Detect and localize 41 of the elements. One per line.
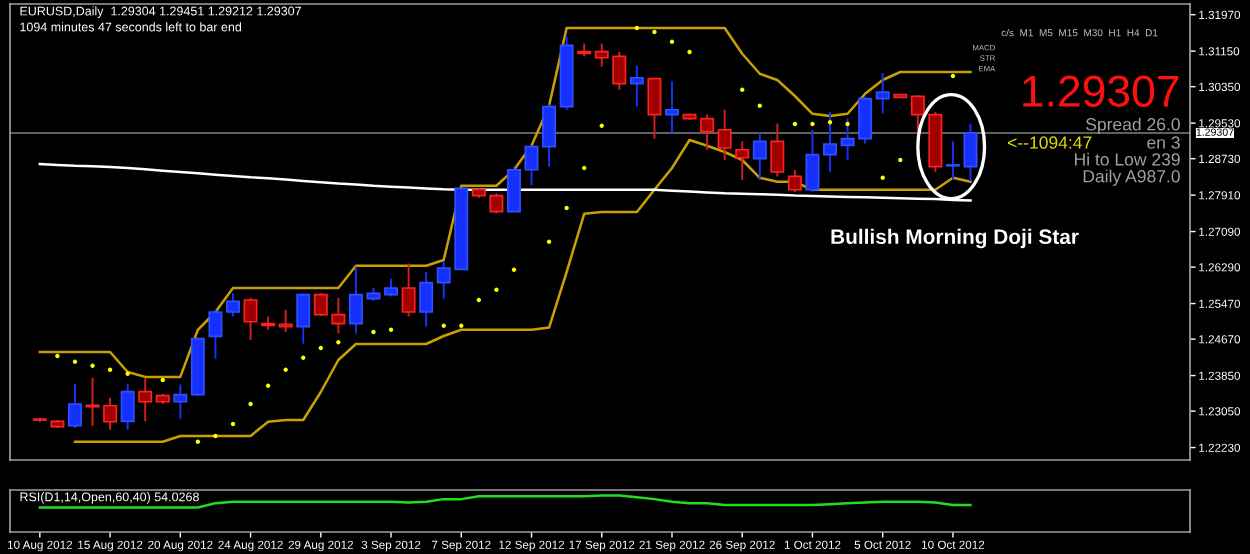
text: Hi to Low 239 xyxy=(1074,152,1180,166)
candlestick xyxy=(278,308,293,333)
candlestick xyxy=(875,72,890,115)
text: <--1094:47 xyxy=(1007,136,1092,149)
candlestick xyxy=(208,308,223,360)
text: 1.29307 xyxy=(1023,75,1179,107)
text: Spread 26.0 xyxy=(1086,117,1180,134)
candlestick xyxy=(138,376,153,423)
candlestick xyxy=(173,383,188,420)
candlestick xyxy=(243,296,258,341)
candlestick xyxy=(419,271,434,328)
candlestick xyxy=(823,111,838,173)
point xyxy=(950,73,956,79)
candlestick xyxy=(226,292,240,318)
point xyxy=(634,25,640,31)
candlestick xyxy=(787,168,802,193)
candlestick xyxy=(805,128,820,193)
candlestick xyxy=(67,383,82,429)
annotation: Bullish Morning Doji Star xyxy=(831,228,1079,249)
candlestick xyxy=(629,64,644,108)
point xyxy=(230,421,236,427)
candlestick xyxy=(910,94,925,135)
candlestick xyxy=(348,265,363,335)
candlestick xyxy=(647,76,662,140)
point xyxy=(476,297,482,303)
candlestick xyxy=(401,262,416,318)
text: Daily A987.0 xyxy=(1083,169,1180,186)
candlestick xyxy=(524,144,539,187)
candlestick xyxy=(963,122,978,183)
text: en 3 xyxy=(1147,136,1180,149)
candlestick xyxy=(665,80,679,135)
candlestick xyxy=(717,108,732,161)
candlestick xyxy=(506,165,521,213)
point xyxy=(792,121,798,127)
candlestick xyxy=(945,140,960,181)
candlestick xyxy=(735,140,750,181)
candlestick xyxy=(120,382,135,431)
candlestick xyxy=(770,122,785,178)
candlestick xyxy=(752,132,767,181)
candlestick xyxy=(296,292,311,345)
candlestick xyxy=(542,103,557,168)
